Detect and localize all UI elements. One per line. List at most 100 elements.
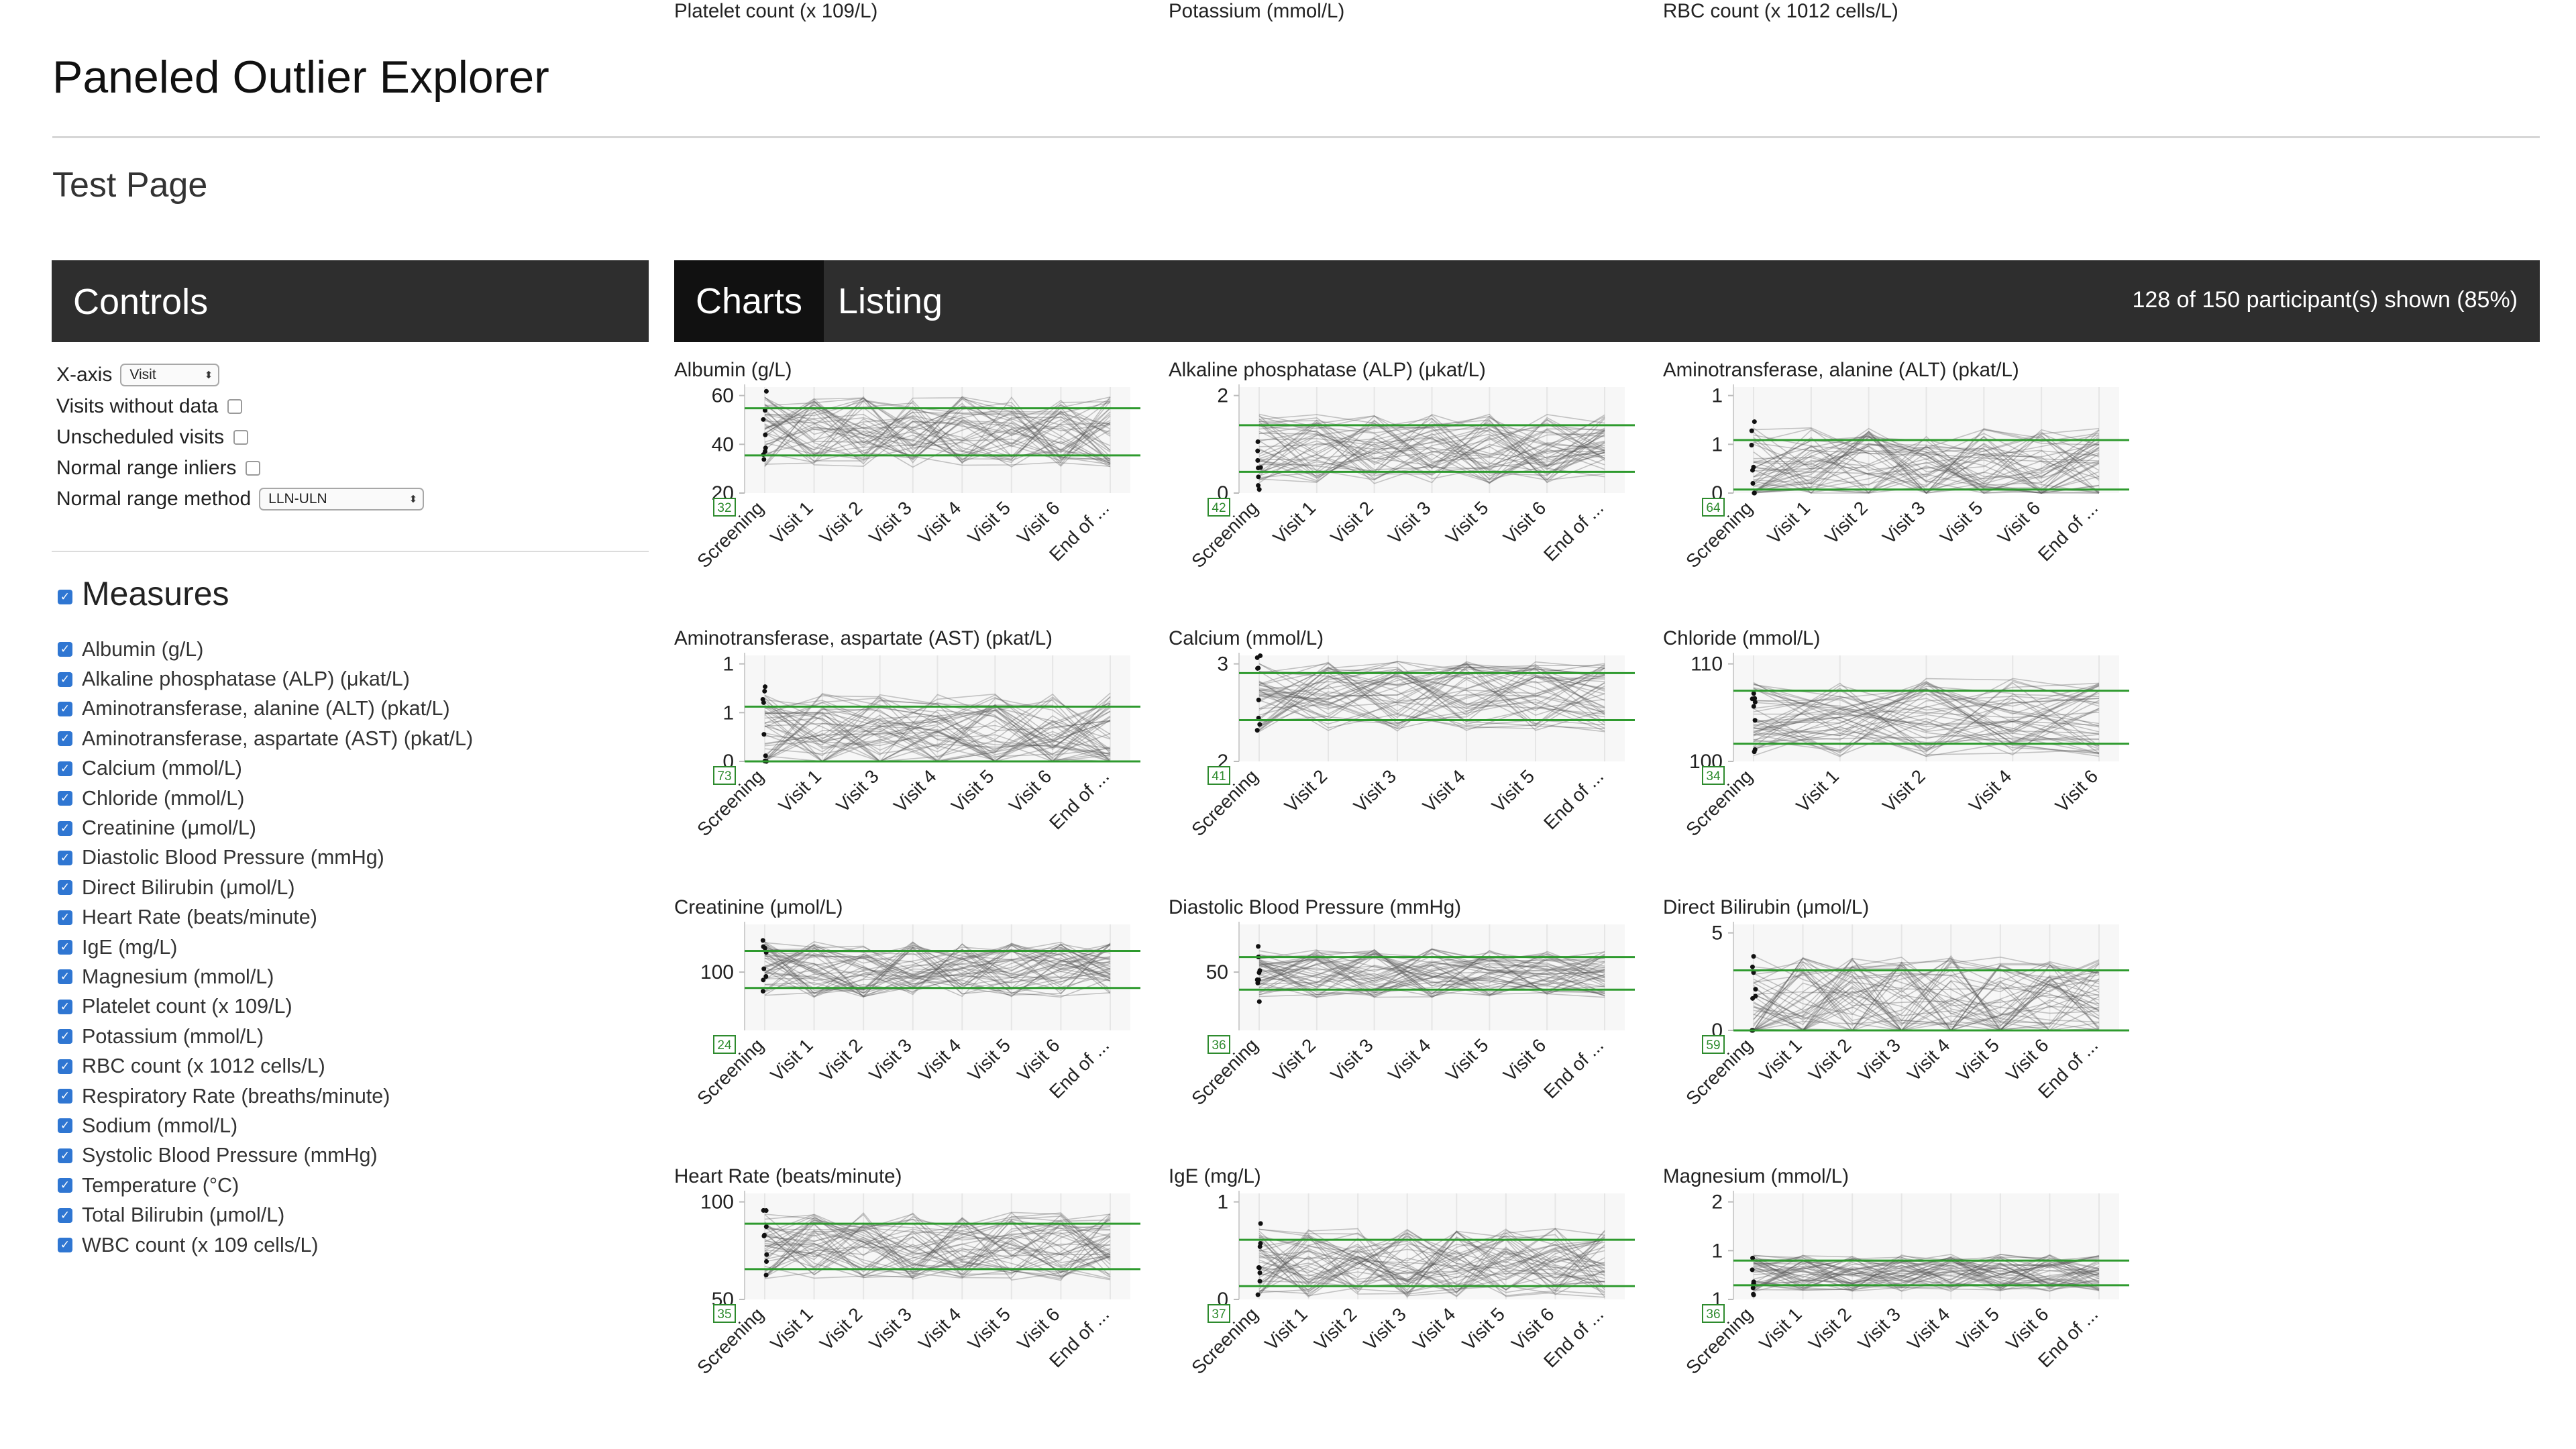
x-tick-label: Visit 3 <box>1326 1034 1377 1085</box>
measure-checkbox[interactable]: ✓ <box>58 1148 72 1163</box>
participant-line <box>1753 696 2100 752</box>
y-tick-label: 1 <box>1711 433 1723 455</box>
measure-checkbox[interactable]: ✓ <box>58 1118 72 1134</box>
measure-checkbox[interactable]: ✓ <box>58 1059 72 1074</box>
normal-range-inliers-checkbox[interactable] <box>246 461 261 476</box>
measure-item[interactable]: ✓ Potassium (mmol/L) <box>58 1022 473 1051</box>
measures-all-checkbox[interactable]: ✓ <box>58 590 72 604</box>
measure-checkbox[interactable]: ✓ <box>58 1029 72 1044</box>
participant-line <box>764 699 1111 740</box>
participant-line <box>1753 961 2100 1020</box>
measure-checkbox[interactable]: ✓ <box>58 761 72 776</box>
participant-line <box>1753 688 2100 757</box>
participant-line <box>1258 1230 1605 1297</box>
measure-item[interactable]: ✓ Total Bilirubin (μmol/L) <box>58 1200 473 1230</box>
chart-panel: Aminotransferase, aspartate (AST) (pkat/… <box>674 627 1157 889</box>
measure-item[interactable]: ✓ Systolic Blood Pressure (mmHg) <box>58 1141 473 1171</box>
participant-line <box>1258 961 1605 984</box>
participant-line <box>764 408 1111 462</box>
tab-charts[interactable]: Charts <box>674 260 824 342</box>
measure-item[interactable]: ✓ Aminotransferase, alanine (ALT) (pkat/L… <box>58 694 473 724</box>
participant-line <box>1258 1235 1605 1295</box>
measure-checkbox[interactable]: ✓ <box>58 1178 72 1193</box>
y-tick-label: 2 <box>1711 1191 1723 1214</box>
unscheduled-visits-checkbox[interactable] <box>233 430 249 445</box>
participant-line <box>1258 674 1605 722</box>
participant-line <box>1258 1234 1605 1285</box>
participant-line <box>1753 1257 2100 1291</box>
xaxis-select[interactable]: Visit ⬍ <box>120 364 220 386</box>
x-tick-label: Visit 1 <box>1269 497 1320 547</box>
participant-line <box>1753 714 2100 755</box>
participant-line <box>1753 694 2100 757</box>
participant-line <box>1258 1240 1605 1297</box>
participant-line <box>1258 668 1605 731</box>
measure-item[interactable]: ✓ Temperature (°C) <box>58 1171 473 1200</box>
participant-line <box>1258 1244 1605 1297</box>
measure-checkbox[interactable]: ✓ <box>58 999 72 1014</box>
participant-line <box>1258 417 1605 480</box>
measure-label: Platelet count (x 109/L) <box>82 995 292 1018</box>
participant-line <box>764 404 1111 448</box>
measure-item[interactable]: ✓ Heart Rate (beats/minute) <box>58 903 473 932</box>
measure-item[interactable]: ✓ Aminotransferase, aspartate (AST) (pkat… <box>58 724 473 753</box>
measure-item[interactable]: ✓ Direct Bilirubin (μmol/L) <box>58 873 473 902</box>
outlier-point <box>1255 448 1260 453</box>
participant-line <box>764 1232 1111 1277</box>
measure-checkbox[interactable]: ✓ <box>58 1238 72 1252</box>
measure-checkbox[interactable]: ✓ <box>58 820 72 836</box>
participant-line <box>1258 1228 1605 1297</box>
xaxis-label: X-axis <box>56 364 113 386</box>
measure-label: Sodium (mmol/L) <box>82 1114 238 1137</box>
participant-line <box>1753 681 2100 753</box>
y-tick-label: 3 <box>1217 653 1228 676</box>
measure-item[interactable]: ✓ Chloride (mmol/L) <box>58 784 473 813</box>
participant-line <box>1753 427 2100 494</box>
measure-checkbox[interactable]: ✓ <box>58 701 72 716</box>
participant-line <box>1753 994 2100 1031</box>
measure-item[interactable]: ✓ Alkaline phosphatase (ALP) (μkat/L) <box>58 664 473 694</box>
measures-heading-label: Measures <box>82 575 229 612</box>
measure-checkbox[interactable]: ✓ <box>58 910 72 925</box>
participant-line <box>1753 435 2100 494</box>
outlier-point <box>1751 970 1756 975</box>
participant-line <box>1753 1261 2100 1291</box>
tab-listing[interactable]: Listing <box>838 281 943 321</box>
measure-checkbox[interactable]: ✓ <box>58 880 72 896</box>
participant-line <box>1258 414 1605 483</box>
measure-item[interactable]: ✓ Sodium (mmol/L) <box>58 1111 473 1140</box>
measure-checkbox[interactable]: ✓ <box>58 672 72 687</box>
participant-line <box>1258 949 1605 993</box>
measure-label: RBC count (x 1012 cells/L) <box>82 1055 325 1078</box>
measure-checkbox[interactable]: ✓ <box>58 940 72 955</box>
measure-checkbox[interactable]: ✓ <box>58 1089 72 1104</box>
measure-item[interactable]: ✓ Creatinine (μmol/L) <box>58 813 473 843</box>
participant-line <box>1258 429 1605 484</box>
normal-range-method-select[interactable]: LLN-ULN ⬍ <box>259 488 425 511</box>
measure-checkbox[interactable]: ✓ <box>58 1208 72 1223</box>
measure-item[interactable]: ✓ Diastolic Blood Pressure (mmHg) <box>58 843 473 873</box>
participant-line <box>1753 683 2100 727</box>
measure-checkbox[interactable]: ✓ <box>58 969 72 985</box>
participant-line <box>1753 439 2100 494</box>
measure-item[interactable]: ✓ Respiratory Rate (breaths/minute) <box>58 1081 473 1111</box>
participant-line <box>1258 668 1605 725</box>
visits-without-data-checkbox[interactable] <box>227 399 243 414</box>
measure-item[interactable]: ✓ WBC count (x 109 cells/L) <box>58 1230 473 1260</box>
participant-line <box>1753 1255 2100 1288</box>
measure-item[interactable]: ✓ Magnesium (mmol/L) <box>58 962 473 991</box>
y-tick-label: 50 <box>1206 961 1228 983</box>
measure-checkbox[interactable]: ✓ <box>58 850 72 865</box>
x-tick-label: Visit 3 <box>1384 497 1434 547</box>
participant-line <box>1258 1232 1605 1282</box>
measure-item[interactable]: ✓ IgE (mg/L) <box>58 932 473 962</box>
measure-checkbox[interactable]: ✓ <box>58 642 72 657</box>
measure-item[interactable]: ✓ Platelet count (x 109/L) <box>58 992 473 1022</box>
measure-item[interactable]: ✓ Albumin (g/L) <box>58 635 473 664</box>
measure-checkbox[interactable]: ✓ <box>58 731 72 747</box>
measure-item[interactable]: ✓ Calcium (mmol/L) <box>58 754 473 784</box>
measure-item[interactable]: ✓ RBC count (x 1012 cells/L) <box>58 1051 473 1081</box>
measure-checkbox[interactable]: ✓ <box>58 791 72 806</box>
